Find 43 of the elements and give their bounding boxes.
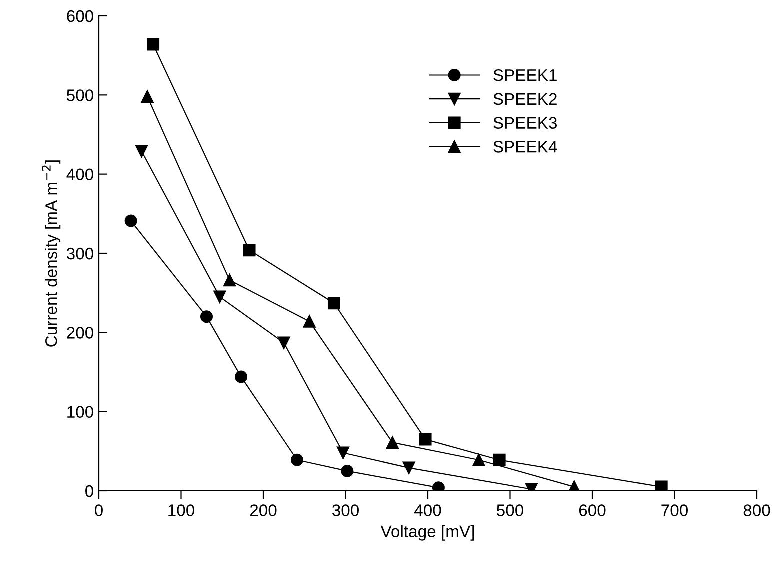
point (136, 145, 148, 158)
point (341, 464, 354, 478)
legend-label: SPEEK3 (494, 117, 558, 129)
point (243, 244, 256, 257)
point (147, 38, 160, 51)
x-tick-label: 300 (332, 504, 360, 516)
x-tick-label: 600 (579, 504, 606, 516)
point (214, 290, 226, 304)
point (235, 370, 248, 384)
point (337, 446, 350, 460)
point (124, 214, 138, 228)
point (141, 90, 154, 103)
legend-label: SPEEK4 (494, 141, 558, 153)
point (472, 454, 486, 466)
point (493, 454, 506, 466)
point (290, 454, 304, 466)
point (224, 274, 236, 287)
y-tick-label: 0 (86, 485, 94, 498)
x-tick-label: 400 (414, 504, 442, 516)
y-tick-label: 400 (66, 168, 94, 181)
point (200, 310, 213, 324)
point (303, 315, 316, 328)
x-tick-label: 0 (95, 504, 103, 516)
point (386, 436, 399, 449)
x-tick-label: 500 (497, 504, 524, 516)
x-axis-title: Voltage [mV] (380, 525, 474, 541)
x-tick-label: 800 (744, 504, 770, 516)
legend-label: SPEEK1 (494, 69, 557, 82)
x-tick-label: 200 (250, 504, 277, 516)
y-tick-label: 100 (68, 406, 94, 418)
y-tick-label: 500 (67, 90, 94, 102)
y-tick-label: 200 (67, 327, 94, 339)
x-tick-label: 100 (168, 504, 195, 516)
point (655, 480, 668, 491)
legend-label: SPEEK2 (494, 93, 557, 106)
y-tick-label: 600 (67, 10, 94, 22)
point (278, 336, 290, 350)
point (419, 433, 432, 446)
y-axis-title: Current density [mA m$^{−2}$] (42, 160, 61, 347)
point (402, 462, 416, 474)
x-tick-label: 700 (662, 504, 688, 516)
point (328, 297, 340, 310)
y-tick-label: 300 (66, 248, 94, 260)
